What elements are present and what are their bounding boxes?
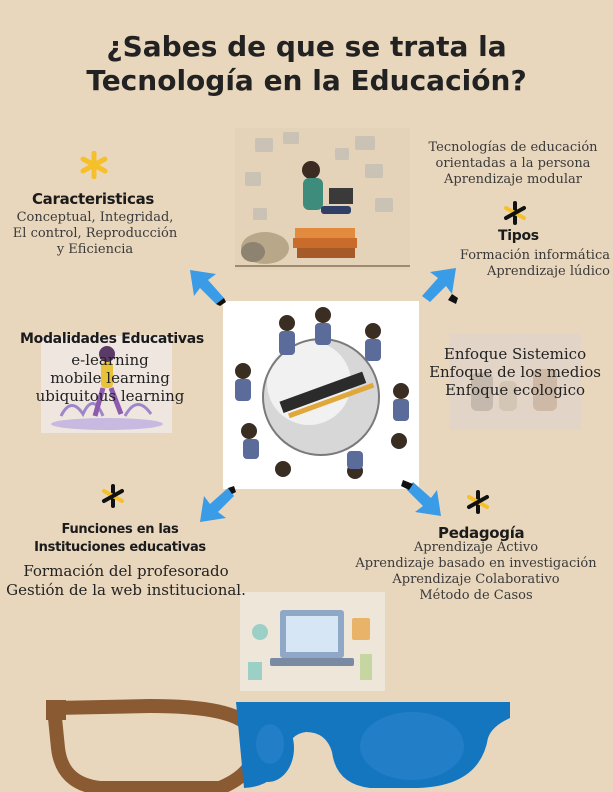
- pedagogia-line: Método de Casos: [419, 588, 533, 603]
- enfoques-line: Enfoque de los medios: [429, 363, 601, 381]
- persona-line: orientadas a la persona: [435, 156, 591, 171]
- modalidades-line: mobile learning: [50, 369, 170, 387]
- star-tipos-icon: [504, 201, 526, 225]
- title-line-2: Tecnología en la Educación?: [86, 64, 527, 97]
- funciones-text: Formación del profesorado Gestión de la …: [0, 562, 252, 600]
- title-line-1: ¿Sabes de que se trata la: [106, 30, 507, 63]
- enfoques-line: Enfoque ecologico: [444, 381, 586, 399]
- caracteristicas-line: El control, Reproducción: [12, 226, 178, 241]
- persona-line: Tecnologías de educación: [428, 140, 598, 155]
- modalidades-line: e-learning: [71, 351, 149, 369]
- caracteristicas-line: y Eficiencia: [56, 242, 134, 257]
- modalidades-line: ubiquitous learning: [35, 387, 185, 405]
- pedagogia-line: Aprendizaje Colaborativo: [392, 572, 560, 587]
- persona-text: Tecnologías de educación orientadas a la…: [418, 140, 608, 188]
- funciones-heading-1: Funciones en las: [61, 522, 179, 537]
- tipos-text: Formación informática Aprendizaje lúdico: [434, 248, 610, 280]
- enfoques-text: Enfoque Sistemico Enfoque de los medios …: [420, 345, 610, 399]
- pedagogia-text: Aprendizaje Activo Aprendizaje basado en…: [340, 540, 612, 604]
- persona-line: Aprendizaje modular: [444, 172, 582, 187]
- funciones-line: Formación del profesorado: [23, 562, 229, 580]
- tipos-line: Aprendizaje lúdico: [486, 264, 610, 279]
- arrow-up-right-icon: [422, 268, 458, 304]
- arrow-up-left-icon: [190, 270, 226, 306]
- tipos-heading: Tipos: [498, 228, 539, 244]
- modalidades-heading: Modalidades Educativas: [20, 331, 204, 347]
- woman-laptop-illustration: [235, 128, 410, 270]
- enfoques-line: Enfoque Sistemico: [443, 345, 587, 363]
- funciones-heading-2: Instituciones educativas: [34, 540, 206, 555]
- funciones-line: Gestión de la web institucional.: [6, 581, 246, 599]
- star-funciones-icon: [102, 484, 124, 508]
- modalidades-text: e-learning mobile learning ubiquitous le…: [20, 351, 200, 405]
- pedagogia-heading: Pedagogía: [438, 524, 525, 542]
- star-pedagogia-icon: [467, 490, 489, 514]
- caracteristicas-text: Conceptual, Integridad, El control, Repr…: [2, 210, 188, 258]
- globe-people-illustration: [223, 301, 419, 489]
- caracteristicas-heading: Caracteristicas: [31, 190, 155, 208]
- glasses-illustration: [46, 699, 510, 792]
- faded-photo: [449, 333, 581, 430]
- caracteristicas-line: Conceptual, Integridad,: [16, 210, 174, 225]
- pedagogia-line: Aprendizaje basado en investigación: [355, 556, 597, 571]
- star-icon: [80, 151, 108, 179]
- arrow-down-left-icon: [200, 486, 236, 522]
- tipos-line: Formación informática: [459, 248, 610, 263]
- arrow-down-right-icon: [401, 480, 441, 516]
- woman-mobile-illustration: [41, 336, 172, 433]
- laptop-education-illustration: [240, 592, 385, 691]
- pedagogia-line: Aprendizaje Activo: [413, 540, 539, 555]
